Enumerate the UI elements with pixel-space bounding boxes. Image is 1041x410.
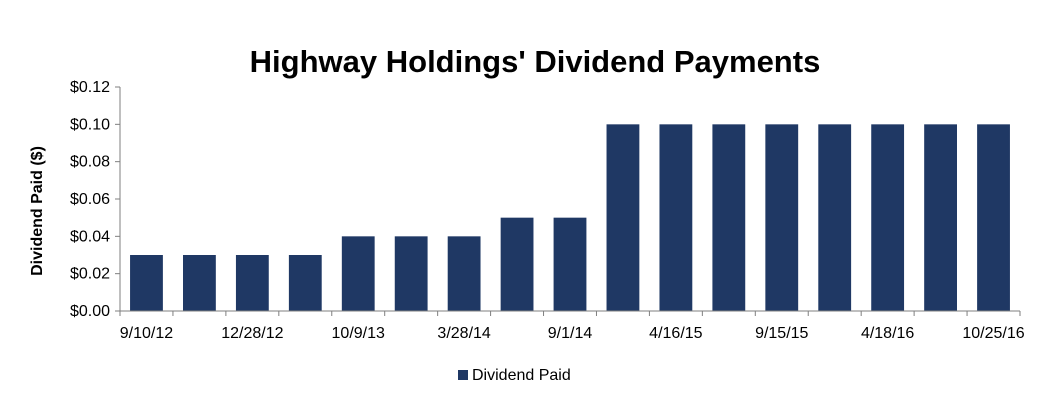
x-tick-label: 9/10/12 xyxy=(120,325,173,342)
bar xyxy=(606,124,640,311)
y-tick-label: $0.02 xyxy=(70,266,110,283)
bar xyxy=(977,124,1010,311)
bar xyxy=(183,255,216,311)
x-axis-ticks: 9/10/12 12/28/12 10/9/13 3/28/14 9/1/14 4/16/… xyxy=(119,311,1025,342)
y-axis-label: Dividend Paid ($) xyxy=(29,146,46,276)
bar xyxy=(871,124,905,311)
x-tick-label: 10/9/13 xyxy=(332,325,385,342)
x-tick-label: 9/1/14 xyxy=(548,325,593,342)
y-tick-label: $0.04 xyxy=(70,228,110,245)
bars xyxy=(130,124,1010,311)
bar xyxy=(553,217,587,311)
y-axis-ticks: $0.00 $0.02 $0.04 $0.06 $0.08 $0.10 $0.12 xyxy=(70,79,120,320)
x-tick-label: 10/25/16 xyxy=(962,325,1024,342)
chart-title: Highway Holdings' Dividend Payments xyxy=(250,44,821,79)
y-tick-label: $0.06 xyxy=(70,191,110,208)
x-tick-label: 3/28/14 xyxy=(437,325,490,342)
bar xyxy=(235,255,269,311)
bar xyxy=(765,124,799,311)
legend-swatch xyxy=(458,370,468,380)
y-tick-label: $0.12 xyxy=(70,79,110,96)
bar xyxy=(818,124,852,311)
legend: Dividend Paid xyxy=(458,367,571,384)
bar xyxy=(447,236,481,311)
y-tick-label: $0.10 xyxy=(70,116,110,133)
bar xyxy=(341,236,375,311)
bar xyxy=(288,255,322,311)
bar xyxy=(130,255,163,311)
bar xyxy=(924,124,957,311)
bar xyxy=(500,217,534,311)
y-tick-label: $0.00 xyxy=(70,303,110,320)
bar xyxy=(394,236,428,311)
bar xyxy=(659,124,693,311)
y-tick-label: $0.08 xyxy=(70,154,110,171)
x-tick-label: 4/18/16 xyxy=(861,325,914,342)
x-tick-label: 4/16/15 xyxy=(649,325,702,342)
x-tick-label: 9/15/15 xyxy=(755,325,808,342)
legend-label: Dividend Paid xyxy=(472,367,571,384)
bar xyxy=(712,124,746,311)
x-tick-label: 12/28/12 xyxy=(221,325,283,342)
